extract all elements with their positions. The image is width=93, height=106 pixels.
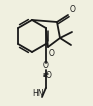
- Text: O: O: [69, 5, 75, 14]
- Text: O: O: [45, 72, 51, 80]
- Text: O: O: [43, 61, 49, 70]
- Text: O: O: [49, 49, 55, 58]
- Text: HN: HN: [32, 89, 44, 98]
